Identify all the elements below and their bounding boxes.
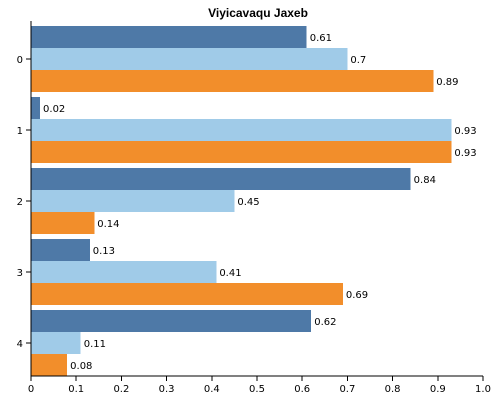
data-label-cat-4-series-1: 0.11 bbox=[84, 339, 106, 350]
data-label-cat-3-series-1: 0.41 bbox=[219, 268, 241, 279]
bar-cat-0-series-1 bbox=[31, 48, 347, 70]
data-label-cat-2-series-0: 0.84 bbox=[414, 175, 436, 186]
x-tick-label-0.2: 0.2 bbox=[113, 384, 129, 395]
x-tick-label-0.9: 0.9 bbox=[430, 384, 446, 395]
data-label-cat-2-series-2: 0.14 bbox=[97, 219, 119, 230]
bar-cat-2-series-2 bbox=[31, 212, 94, 234]
y-tick-label-4: 4 bbox=[17, 339, 23, 350]
data-label-cat-0-series-1: 0.7 bbox=[350, 55, 366, 66]
bar-cat-3-series-0 bbox=[31, 239, 90, 261]
y-tick-label-0: 0 bbox=[17, 55, 23, 66]
y-axis: 0 1 2 3 4 bbox=[17, 21, 31, 376]
x-tick-label-1.0: 1.0 bbox=[475, 384, 491, 395]
bar-cat-1-series-0 bbox=[31, 97, 40, 119]
data-label-cat-1-series-2: 0.93 bbox=[454, 148, 476, 159]
x-tick-label-0.6: 0.6 bbox=[294, 384, 310, 395]
x-tick-label-0.8: 0.8 bbox=[385, 384, 401, 395]
data-label-cat-4-series-2: 0.08 bbox=[70, 361, 92, 372]
x-axis: 0 0.1 0.2 0.3 0.4 0.5 0.6 0.7 0.8 0.9 1.0 bbox=[28, 376, 491, 395]
data-label-cat-3-series-2: 0.69 bbox=[346, 290, 368, 301]
bar-cat-2-series-0 bbox=[31, 168, 411, 190]
x-tick-label-0: 0 bbox=[28, 384, 34, 395]
x-tick-label-0.5: 0.5 bbox=[249, 384, 265, 395]
bar-cat-0-series-0 bbox=[31, 26, 307, 48]
data-label-cat-2-series-1: 0.45 bbox=[237, 197, 259, 208]
y-tick-label-3: 3 bbox=[17, 268, 23, 279]
data-label-cat-0-series-2: 0.89 bbox=[436, 77, 458, 88]
x-tick-label-0.7: 0.7 bbox=[339, 384, 355, 395]
bar-cat-2-series-1 bbox=[31, 190, 234, 212]
chart-title: Viyicavaqu Jaxeb bbox=[208, 6, 308, 20]
y-tick-label-2: 2 bbox=[17, 197, 23, 208]
data-label-cat-1-series-0: 0.02 bbox=[43, 104, 65, 115]
bar-cat-4-series-1 bbox=[31, 332, 81, 354]
data-label-cat-1-series-1: 0.93 bbox=[454, 126, 476, 137]
bar-cat-0-series-2 bbox=[31, 70, 433, 92]
x-tick-label-0.3: 0.3 bbox=[159, 384, 175, 395]
bar-cat-1-series-2 bbox=[31, 141, 451, 163]
bar-cat-4-series-0 bbox=[31, 310, 311, 332]
data-label-cat-4-series-0: 0.62 bbox=[314, 317, 336, 328]
bar-cat-1-series-1 bbox=[31, 119, 451, 141]
x-tick-label-0.4: 0.4 bbox=[204, 384, 220, 395]
bar-cat-3-series-1 bbox=[31, 261, 216, 283]
y-tick-label-1: 1 bbox=[17, 126, 23, 137]
bar-cat-3-series-2 bbox=[31, 283, 343, 305]
x-tick-label-0.1: 0.1 bbox=[68, 384, 84, 395]
data-label-cat-0-series-0: 0.61 bbox=[310, 33, 332, 44]
bar-cat-4-series-2 bbox=[31, 354, 67, 376]
data-label-cat-3-series-0: 0.13 bbox=[93, 246, 115, 257]
